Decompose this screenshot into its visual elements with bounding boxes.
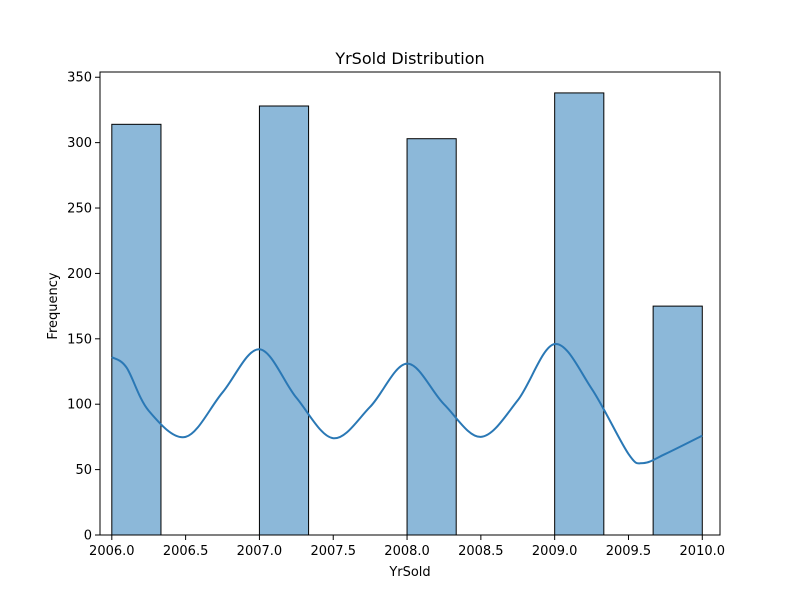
y-tick-label-2: 100 <box>67 398 92 413</box>
x-axis-title: YrSold <box>388 565 430 580</box>
y-tick-label-0: 0 <box>84 529 92 544</box>
x-tick-label-4: 2008.0 <box>384 544 430 559</box>
x-tick-label-1: 2006.5 <box>163 544 209 559</box>
y-tick-label-3: 150 <box>67 332 92 347</box>
y-axis-title: Frequency <box>46 272 61 339</box>
x-tick-label-0: 2006.0 <box>89 544 135 559</box>
y-tick-label-6: 300 <box>67 136 92 151</box>
histogram-bar-0 <box>111 123 162 536</box>
y-tick-label-1: 50 <box>75 463 92 478</box>
y-tick-label-4: 200 <box>67 267 92 282</box>
bars-group <box>111 92 703 536</box>
histogram-bar-2 <box>406 138 457 536</box>
histogram-bar-4 <box>652 305 703 536</box>
x-axis-ticks: 2006.0 2006.5 2007.0 2007.5 2008.0 2008.5 2009… <box>89 535 725 559</box>
x-tick-label-2: 2007.0 <box>237 544 283 559</box>
x-tick-label-8: 2010.0 <box>680 544 726 559</box>
x-tick-label-5: 2008.5 <box>458 544 504 559</box>
histogram-bar-1 <box>258 105 310 536</box>
x-tick-label-7: 2009.5 <box>606 544 652 559</box>
kde-line <box>111 343 703 465</box>
plot-frame <box>99 71 721 536</box>
x-tick-label-6: 2009.0 <box>532 544 578 559</box>
y-axis-ticks: 0 50 100 150 200 250 300 350 <box>67 71 100 544</box>
histogram-bar-3 <box>554 92 605 536</box>
y-tick-label-7: 350 <box>67 71 92 86</box>
y-tick-label-5: 250 <box>67 202 92 217</box>
chart-title: YrSold Distribution <box>334 49 484 68</box>
x-tick-label-3: 2007.5 <box>310 544 356 559</box>
